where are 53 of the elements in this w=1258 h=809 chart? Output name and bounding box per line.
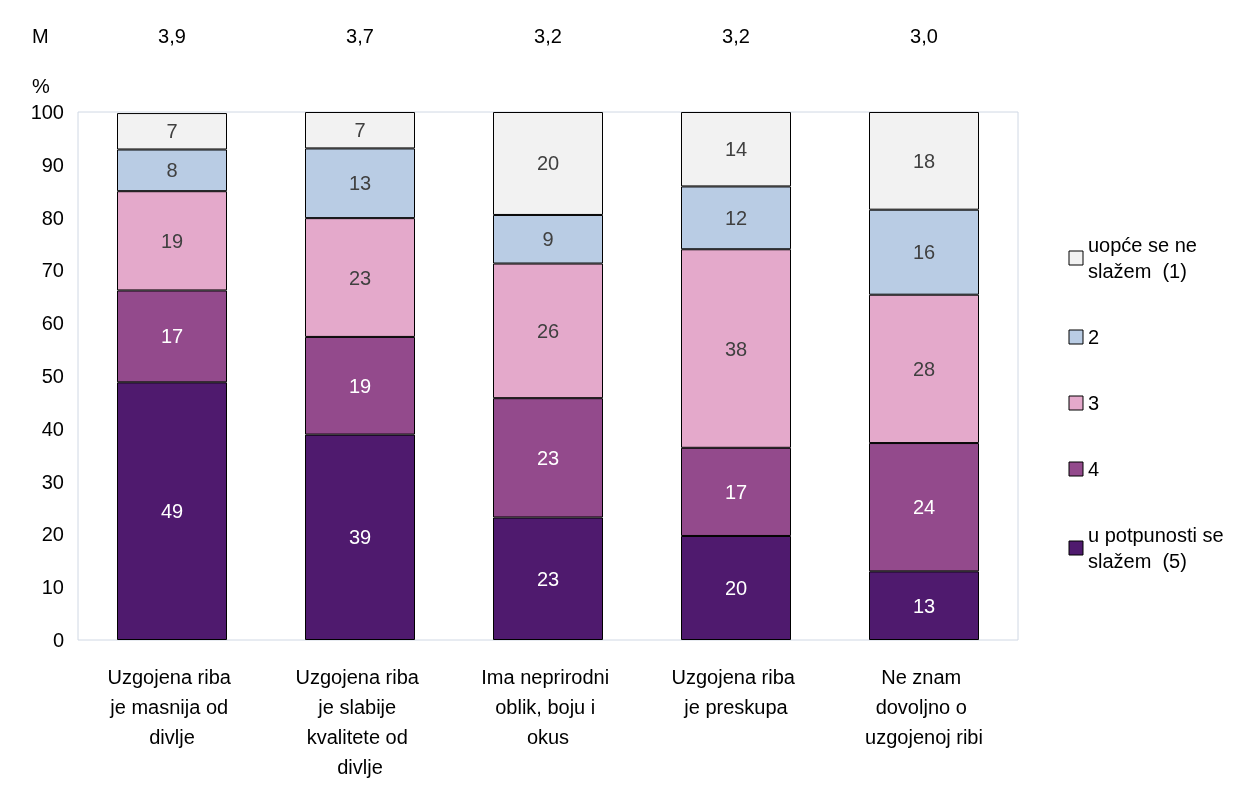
y-tick-label: 30: [41, 470, 64, 493]
data-label: 26: [536, 319, 560, 342]
text: 3,2: [722, 25, 750, 47]
text: 3,7: [346, 25, 374, 47]
data-label: 38: [724, 337, 748, 360]
text: 3,0: [910, 25, 938, 47]
data-label: 12: [724, 206, 748, 229]
y-axis-title: %: [32, 75, 50, 97]
data-label: 13: [912, 594, 936, 617]
x-tick-label: Uzgojena riba je preskupa: [671, 666, 801, 718]
y-tick-label: 50: [41, 365, 64, 387]
data-label: 16: [912, 241, 936, 264]
data-label: 23: [348, 266, 372, 289]
data-label: 24: [912, 496, 936, 519]
data-label: 20: [536, 152, 560, 175]
y-tick-label: 60: [41, 312, 64, 335]
data-label: 49: [160, 500, 184, 523]
data-label: 19: [160, 229, 184, 252]
data-label: 17: [160, 325, 184, 348]
legend-label: uopće se ne slažem (1): [1088, 234, 1203, 282]
text: 3,9: [158, 25, 186, 47]
y-tick-label: 10: [41, 576, 64, 599]
x-tick-label: Uzgojena riba je masnija od divlje: [107, 666, 237, 748]
data-label: 7: [354, 119, 366, 142]
data-label: 23: [536, 446, 560, 469]
y-tick-label: 40: [41, 417, 64, 440]
data-label: 13: [348, 172, 372, 195]
data-label: 7: [166, 120, 178, 143]
legend-label: u potpunosti se slažem (5): [1088, 524, 1230, 572]
text: 3,2: [534, 25, 562, 47]
data-label: 20: [724, 576, 748, 599]
y-tick-label: 80: [41, 206, 64, 229]
y-tick-label: 70: [41, 259, 64, 282]
data-label: 17: [724, 480, 748, 503]
x-tick-label: Ima neprirodni oblik, boju i okus: [481, 666, 615, 748]
text: M: [32, 25, 49, 47]
data-label: 14: [724, 138, 748, 161]
legend-label: 4: [1088, 458, 1100, 480]
data-label: 39: [348, 526, 372, 549]
y-tick-label: 90: [41, 153, 64, 176]
data-label: 28: [912, 357, 936, 380]
y-tick-label: 0: [52, 629, 64, 651]
data-label: 18: [912, 149, 936, 172]
data-label: 8: [166, 159, 178, 182]
x-tick-label: Ne znam dovoljno o uzgojenoj ribi: [865, 666, 983, 748]
data-label: 23: [536, 567, 560, 590]
data-label: 19: [348, 374, 372, 397]
legend-label: 3: [1088, 392, 1100, 414]
x-tick-label: Uzgojena riba je slabije kvalitete od divlje: [295, 666, 425, 778]
legend-label: 2: [1088, 326, 1100, 348]
y-tick-label: 20: [41, 523, 64, 546]
y-tick-label: 100: [30, 101, 64, 123]
data-label: 9: [542, 228, 554, 251]
